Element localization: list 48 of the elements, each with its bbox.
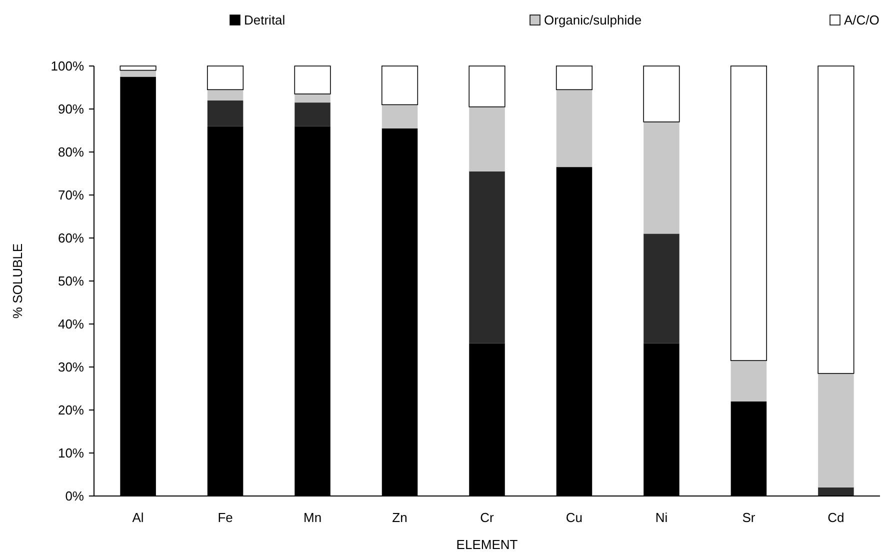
bar xyxy=(120,70,156,77)
bar xyxy=(381,66,418,106)
bar xyxy=(468,66,506,108)
bar xyxy=(730,360,767,402)
bar xyxy=(469,171,505,344)
x-tick-label: Cr xyxy=(480,510,495,525)
x-tick-label: Mn xyxy=(303,510,322,525)
y-axis-title: % SOLUBLE xyxy=(10,243,25,319)
y-tick-label: 0% xyxy=(65,488,84,504)
y-tick-label: 80% xyxy=(58,144,84,160)
bar xyxy=(643,66,680,122)
y-tick-label: 60% xyxy=(58,230,84,246)
bar xyxy=(818,487,854,496)
x-tick-label: Al xyxy=(132,510,144,525)
bar xyxy=(120,66,156,71)
y-tick-label: 90% xyxy=(58,102,84,117)
bar xyxy=(818,373,854,488)
bar xyxy=(556,90,592,168)
y-tick-label: 10% xyxy=(58,446,84,461)
bar xyxy=(294,102,330,126)
y-tick-label: 40% xyxy=(58,316,84,332)
x-tick-label: Cu xyxy=(566,510,583,525)
bar xyxy=(382,104,418,128)
bar xyxy=(207,90,244,100)
y-tick-label: 70% xyxy=(58,188,84,203)
x-tick-label: Cd xyxy=(828,510,844,525)
bar xyxy=(730,66,767,361)
bar xyxy=(207,66,244,90)
legend-label: Detrital xyxy=(244,12,286,28)
bar xyxy=(294,94,330,103)
bar xyxy=(207,100,244,126)
y-tick-label: 30% xyxy=(58,360,84,375)
y-tick-label: 100% xyxy=(50,58,84,74)
x-tick-label: Sr xyxy=(742,510,756,525)
y-tick-label: 50% xyxy=(58,274,84,289)
bar xyxy=(556,66,593,90)
bar xyxy=(294,66,331,94)
legend-label: A/C/O xyxy=(844,12,880,28)
x-tick-label: Fe xyxy=(218,510,233,525)
bar xyxy=(818,66,854,374)
bar xyxy=(644,234,680,344)
x-tick-label: Ni xyxy=(655,510,668,525)
bar xyxy=(469,106,505,172)
x-axis-title: ELEMENT xyxy=(456,537,518,552)
x-tick-label: Zn xyxy=(392,510,408,525)
bar xyxy=(644,122,680,234)
legend-label: Organic/sulphide xyxy=(544,12,642,28)
y-tick-label: 20% xyxy=(58,402,84,418)
